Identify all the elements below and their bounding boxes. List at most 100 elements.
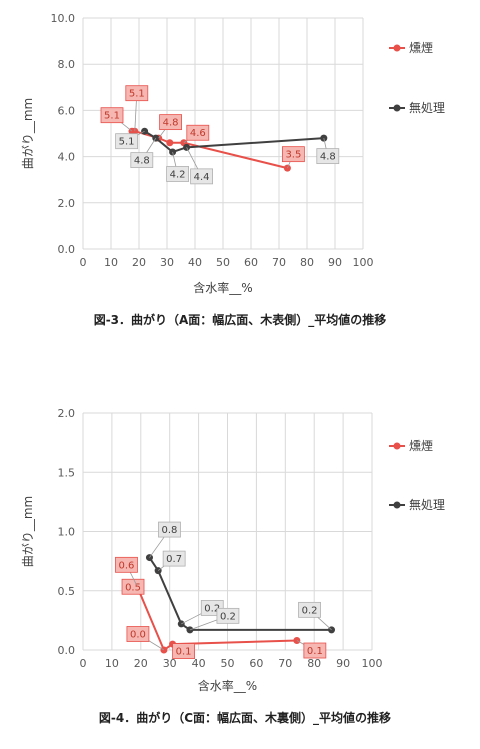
y-tick-label: 10.0 (51, 12, 76, 25)
legend-marker (393, 442, 401, 450)
label-box (172, 643, 195, 659)
x-tick-label: 30 (160, 256, 174, 269)
legend-item-1: 無処理 (389, 100, 445, 115)
x-tick-label: 30 (163, 657, 177, 670)
label-box (159, 114, 183, 131)
label-box (115, 133, 138, 150)
label-box (190, 168, 214, 185)
y-tick-label: 1.5 (58, 466, 76, 479)
label-box (166, 166, 190, 182)
y-tick-label: 2.0 (58, 197, 76, 210)
data-label: 5.1 (104, 111, 120, 122)
data-labels-0: 5.1 5.1 4.8 4.6 3.5 (100, 85, 305, 169)
legend-label: 燻煙 (409, 438, 433, 453)
x-tick-label: 70 (278, 657, 292, 670)
x-axis-label: 含水率__% (193, 280, 252, 295)
series-0 (131, 581, 301, 654)
label-box (125, 85, 149, 102)
label-box (281, 146, 305, 163)
legend-marker (393, 44, 401, 52)
data-label: 0.1 (176, 647, 192, 658)
data-label: 0.8 (162, 525, 178, 536)
series-line (148, 557, 332, 631)
legend-marker (393, 501, 401, 509)
y-tick-label: 8.0 (58, 58, 76, 71)
legend-item-0: 燻煙 (389, 438, 433, 453)
label-box (158, 521, 181, 538)
y-tick-label: 0.0 (58, 644, 76, 657)
x-tick-label: 90 (336, 657, 350, 670)
x-tick-label: 0 (80, 256, 87, 269)
chart-figure-4: 0 10 20 30 40 50 60 70 80 90 100 0.0 0.5 1.0 1.5 2.0 含水率… (20, 407, 445, 726)
x-tick-label: 60 (244, 256, 258, 269)
x-tick-label: 50 (221, 657, 235, 670)
x-tick-label: 20 (134, 657, 148, 670)
y-tick-label: 4.0 (58, 151, 76, 164)
label-box (130, 152, 154, 169)
data-label: 4.4 (194, 172, 210, 183)
data-label: 4.8 (320, 152, 336, 163)
data-label: 0.5 (125, 582, 141, 593)
x-tick-label: 80 (307, 657, 321, 670)
data-label: 4.2 (170, 169, 186, 180)
legend-label: 燻煙 (409, 40, 433, 55)
figure-caption: 図-4．曲がり（C面：幅広面、木裏側）_平均値の推移 (99, 710, 391, 726)
y-axis-label: 曲がり__mm (20, 98, 35, 169)
gridlines (82, 17, 364, 250)
x-tick-label: 0 (80, 657, 87, 670)
data-labels-1: 0.80.70.20.20.2 (149, 521, 332, 631)
data-label: 4.6 (190, 128, 206, 139)
label-box (115, 556, 138, 573)
data-label: 0.7 (166, 554, 182, 565)
legend-item-1: 無処理 (389, 497, 445, 512)
figure-caption: 図-3．曲がり（A面：幅広面、木表側）_平均値の推移 (94, 312, 387, 328)
y-tick-label: 2.0 (58, 407, 76, 420)
x-tick-label: 10 (104, 256, 118, 269)
legend-label: 無処理 (409, 100, 445, 115)
data-label: 0.2 (302, 605, 318, 616)
x-tick-label: 20 (132, 256, 146, 269)
series-line (134, 581, 297, 652)
legend-label: 無処理 (409, 497, 445, 512)
y-tick-label: 1.0 (58, 526, 76, 539)
legend-marker (393, 104, 401, 112)
label-box (303, 642, 327, 659)
label-box (216, 607, 240, 624)
y-tick-label: 0.0 (58, 243, 76, 256)
label-box (316, 148, 340, 165)
x-tick-label: 90 (328, 256, 342, 269)
data-label: 0.1 (307, 646, 323, 657)
y-axis-label: 曲がり__mm (20, 496, 35, 567)
data-label: 0.0 (130, 630, 146, 641)
legend-item-0: 燻煙 (389, 40, 433, 55)
x-tick-label: 40 (188, 256, 202, 269)
y-tick-label: 6.0 (58, 104, 76, 117)
data-label: 3.5 (285, 150, 301, 161)
data-point (166, 139, 174, 147)
label-box (126, 626, 150, 642)
x-tick-label: 10 (105, 657, 119, 670)
label-box (100, 107, 124, 124)
x-tick-label: 100 (353, 256, 374, 269)
data-label: 5.1 (119, 137, 135, 148)
x-tick-label: 100 (362, 657, 383, 670)
data-label: 4.8 (163, 118, 179, 129)
chart-figure-3: 0 10 20 30 40 50 60 70 80 90 100 0.0 2.0 4.0 6.0 8.0 10.… (20, 12, 445, 328)
x-tick-label: 80 (300, 256, 314, 269)
data-label: 0.2 (204, 603, 220, 614)
x-tick-label: 60 (249, 657, 263, 670)
data-label: 5.1 (129, 89, 145, 100)
x-axis-label: 含水率__% (198, 678, 257, 693)
label-box (121, 578, 145, 595)
x-tick-label: 70 (272, 256, 286, 269)
x-tick-label: 50 (216, 256, 230, 269)
x-tick-label: 40 (192, 657, 206, 670)
data-label: 0.6 (119, 560, 135, 571)
y-tick-label: 0.5 (58, 585, 76, 598)
data-labels-0: 0.5 0.6 0.0 0.1 0.1 (115, 556, 327, 659)
data-labels-1: 5.1 4.8 4.2 4.4 4.8 (115, 130, 340, 185)
data-label: 4.8 (134, 156, 150, 167)
label-box (298, 601, 321, 618)
